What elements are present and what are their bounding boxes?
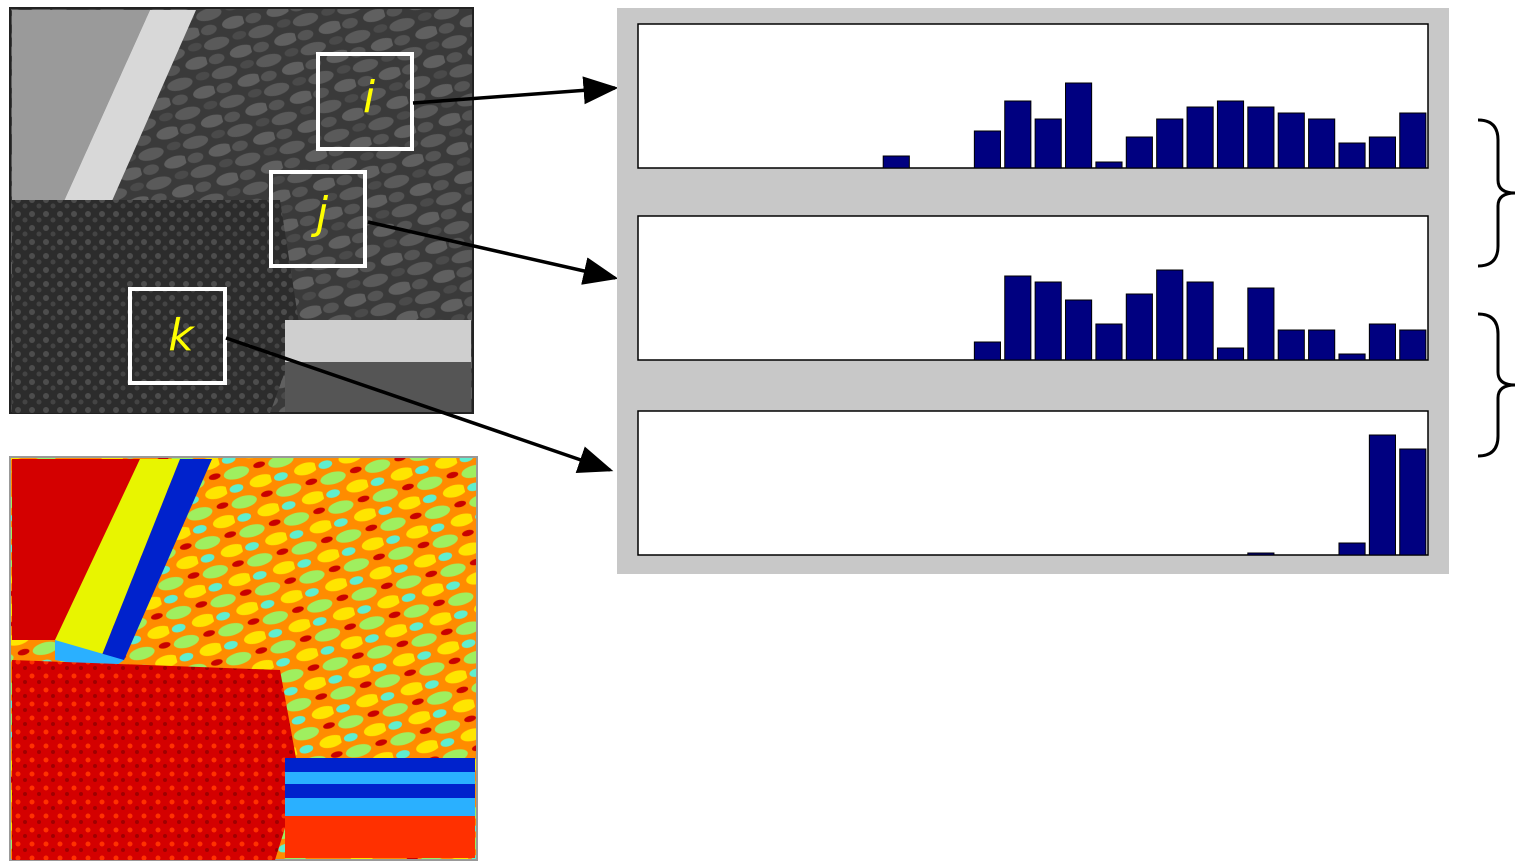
bar <box>1309 330 1335 360</box>
bar <box>1096 162 1122 168</box>
bar <box>974 131 1000 168</box>
bar <box>1066 300 1092 360</box>
bar <box>1400 113 1426 168</box>
patch-label: i <box>363 72 376 123</box>
bar <box>1339 143 1365 168</box>
bar <box>1278 330 1304 360</box>
bar <box>1035 119 1061 168</box>
bar <box>1157 119 1183 168</box>
bar <box>1035 282 1061 360</box>
bar <box>1309 119 1335 168</box>
bar <box>1248 107 1274 168</box>
bar <box>1217 348 1243 360</box>
patch-label: k <box>168 310 195 361</box>
figure: i j k <box>0 0 1517 862</box>
bar <box>1248 288 1274 360</box>
bar <box>1187 107 1213 168</box>
brace <box>1478 314 1515 456</box>
bar <box>1126 137 1152 168</box>
braces <box>1478 120 1515 456</box>
bar <box>1400 449 1426 555</box>
plot-area <box>638 411 1428 555</box>
brace <box>1478 120 1515 266</box>
bar <box>1339 543 1365 555</box>
bar <box>1005 101 1031 168</box>
bar <box>883 156 909 168</box>
texton-map <box>10 457 477 860</box>
bar <box>1066 83 1092 168</box>
bar <box>1369 137 1395 168</box>
bar <box>1369 324 1395 360</box>
bar <box>1187 282 1213 360</box>
bar <box>1005 276 1031 360</box>
bar <box>1217 101 1243 168</box>
bar <box>1248 553 1274 555</box>
bar <box>974 342 1000 360</box>
bar <box>1096 324 1122 360</box>
bar <box>1400 330 1426 360</box>
bar <box>1369 435 1395 555</box>
bar <box>1278 113 1304 168</box>
figure-canvas: i j k <box>0 0 1517 862</box>
bar <box>1339 354 1365 360</box>
bar <box>1126 294 1152 360</box>
photo <box>10 8 473 413</box>
bar <box>1157 270 1183 360</box>
